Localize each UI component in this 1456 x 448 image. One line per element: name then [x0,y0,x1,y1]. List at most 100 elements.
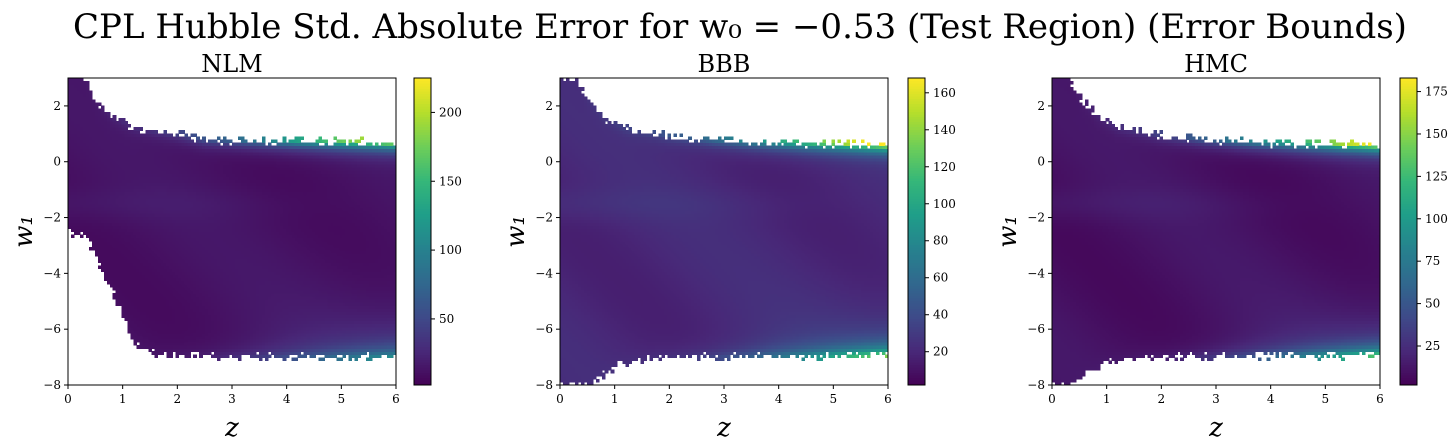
heatmap-cell [85,139,90,144]
heatmap-cell [68,173,72,177]
heatmap-cell [184,157,188,162]
heatmap-cell [145,225,150,230]
heatmap-cell [145,194,150,199]
heatmap-cell [88,179,93,183]
heatmap-cell [112,148,117,153]
heatmap-cell [172,252,176,257]
heatmap-cell [109,271,114,276]
heatmap-cell [79,81,84,85]
heatmap-cell [68,87,72,91]
heatmap-cell [82,228,87,233]
heatmap-cell [169,234,173,239]
heatmap-cell [160,277,165,282]
heatmap-cell [160,280,165,285]
heatmap-cell [151,167,156,171]
heatmap-cell [79,167,84,171]
heatmap-cell [118,286,123,291]
heatmap-cell [175,225,179,230]
heatmap-cell [163,249,167,254]
heatmap-cell [85,99,90,104]
heatmap-cell [181,249,185,254]
heatmap-cell [109,157,114,162]
heatmap-cell [68,120,72,125]
heatmap-cell [94,225,99,230]
heatmap-cell [187,200,191,205]
heatmap-cell [175,170,179,174]
heatmap-cell [172,237,176,242]
heatmap-cell [85,176,90,180]
heatmap-cell [124,317,129,322]
heatmap-cell [169,305,173,309]
heatmap-cell [142,262,147,266]
heatmap-cell [136,335,141,340]
heatmap-cell [127,314,132,319]
heatmap-cell [94,173,99,177]
heatmap-cell [175,203,179,208]
heatmap-cell [118,203,123,208]
heatmap-cell [106,237,111,242]
heatmap-cell [70,145,75,150]
heatmap-cell [145,292,150,297]
heatmap-cell [121,299,126,303]
heatmap-cell [112,274,117,279]
heatmap-cell [109,216,114,220]
heatmap-cell [157,136,162,140]
heatmap-cell [169,191,173,196]
heatmap-cell [118,188,123,193]
heatmap-cell [139,259,144,263]
heatmap-cell [112,213,117,217]
heatmap-cell [175,252,179,257]
heatmap-cell [178,191,182,196]
heatmap-cell [118,249,123,254]
heatmap-cell [169,289,173,294]
heatmap-cell [133,163,138,168]
heatmap-cell [178,311,182,315]
heatmap-cell [151,163,156,168]
heatmap-cell [121,139,126,144]
heatmap-cell [169,320,173,325]
heatmap-cell [136,262,141,266]
heatmap-cell [106,136,111,140]
heatmap-cell [94,246,99,251]
heatmap-cell [91,219,96,223]
heatmap-cell [160,170,165,174]
heatmap-cell [136,338,141,343]
heatmap-cell [97,237,102,242]
heatmap-cell [172,265,176,269]
heatmap-cell [112,185,117,190]
heatmap-cell [157,323,162,328]
heatmap-cell [163,259,167,263]
heatmap-cell [94,130,99,134]
heatmap-cell [154,133,159,137]
heatmap-cell [115,133,120,137]
heatmap-cell [70,228,75,233]
heatmap-cell [193,354,197,358]
heatmap-cell [172,206,176,211]
heatmap-cell [103,268,108,273]
heatmap-cell [109,231,114,236]
heatmap-cell [127,216,132,220]
heatmap-cell [130,240,135,245]
heatmap-cell [76,157,81,162]
heatmap-cell [160,142,165,147]
heatmap-cell [166,237,170,242]
heatmap-cell [163,243,167,248]
heatmap-cell [88,160,93,165]
heatmap-cell [79,90,84,94]
heatmap-cell [88,216,93,220]
heatmap-cell [79,99,84,104]
heatmap-cell [109,179,114,183]
heatmap-cell [154,234,159,239]
heatmap-cell [76,197,81,202]
heatmap-cell [124,163,129,168]
heatmap-cell [163,311,167,315]
heatmap-cell [157,219,162,223]
heatmap-cell [169,170,173,174]
heatmap-cell [151,176,156,180]
heatmap-cell [142,302,147,306]
heatmap-cell [187,197,191,202]
heatmap-cell [97,231,102,236]
heatmap-cell [124,237,129,242]
heatmap-cell [109,188,114,193]
heatmap-cell [175,185,179,190]
